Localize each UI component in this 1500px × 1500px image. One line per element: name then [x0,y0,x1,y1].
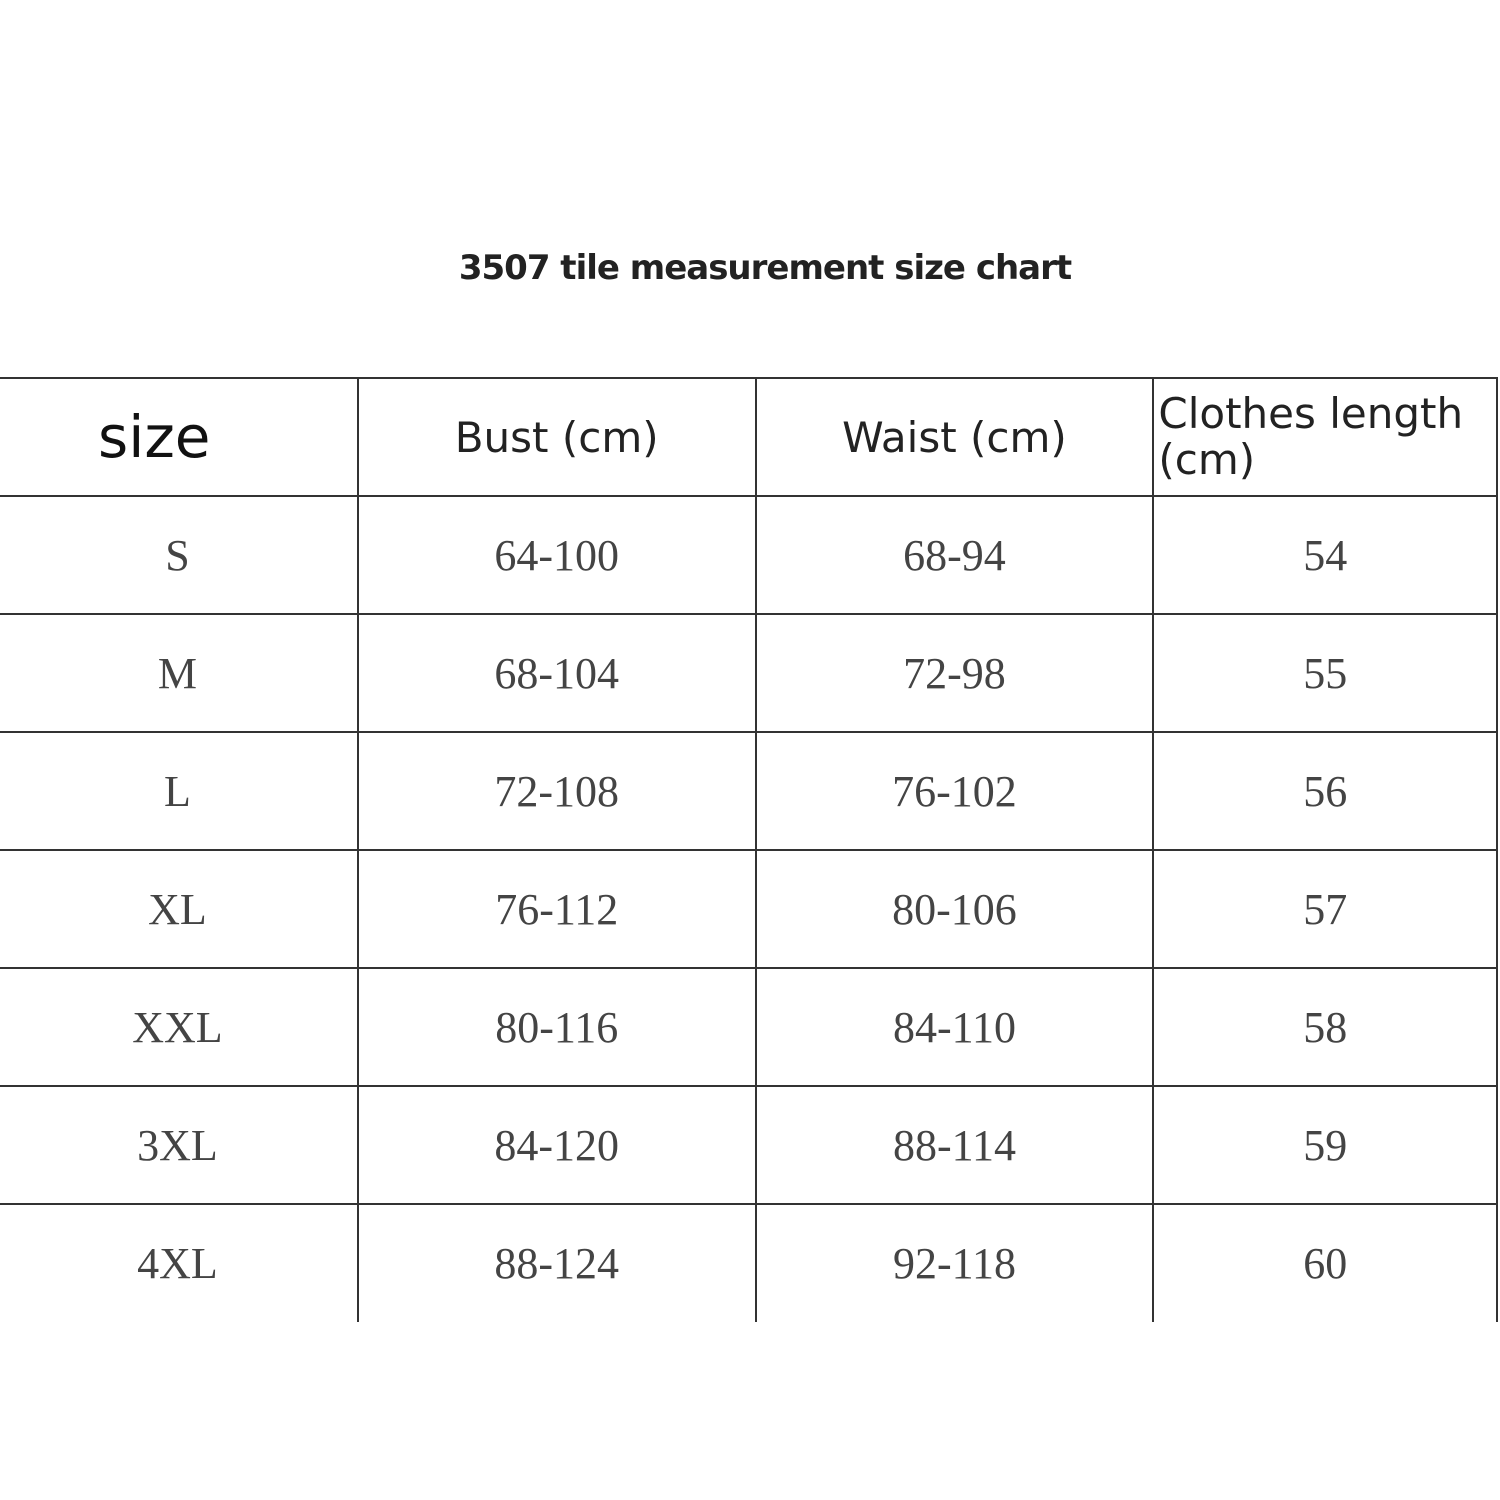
table-cell: M [0,613,359,733]
table-cell: 80-106 [754,849,1155,969]
table-cell: 4XL [0,1203,359,1322]
table-cell: 72-98 [754,613,1155,733]
table-cell: 56 [1152,731,1498,851]
table-cell: 84-120 [356,1085,757,1205]
header-cell: Bust (cm) [356,377,757,497]
table-cell: 68-94 [754,495,1155,615]
table-row: XXL 80-116 84-110 58 [0,967,1498,1087]
table-cell: 68-104 [356,613,757,733]
header-row: size Bust (cm) Waist (cm) Clothes length (c… [0,377,1498,497]
table-row: 3XL 84-120 88-114 59 [0,1085,1498,1205]
table-cell: 60 [1152,1203,1498,1322]
table-cell: 72-108 [356,731,757,851]
table-cell: XXL [0,967,359,1087]
table-cell: 76-102 [754,731,1155,851]
table-cell: 88-124 [356,1203,757,1322]
table-cell: 55 [1152,613,1498,733]
table-cell: 59 [1152,1085,1498,1205]
header-cell: size [0,377,359,497]
header-cell: Clothes length (cm) [1152,377,1498,497]
table-cell: 80-116 [356,967,757,1087]
title: 3507 tile measurement size chart [458,248,1072,288]
table-cell: L [0,731,359,851]
header-cell: Waist (cm) [754,377,1155,497]
table-cell: 64-100 [356,495,757,615]
table-cell: 57 [1152,849,1498,969]
table-row: M 68-104 72-98 55 [0,613,1498,733]
table-cell: 88-114 [754,1085,1155,1205]
table-cell: 84-110 [754,967,1155,1087]
table-body: S 64-100 68-94 54 M 68-104 72-98 55 L 72-108 76-10… [0,495,1498,1322]
size-table: size Bust (cm) Waist (cm) Clothes length (c… [0,377,1498,1322]
table-row: S 64-100 68-94 54 [0,495,1498,615]
table-row: XL 76-112 80-106 57 [0,849,1498,969]
table-cell: 92-118 [754,1203,1155,1322]
table-cell: 76-112 [356,849,757,969]
table-row: L 72-108 76-102 56 [0,731,1498,851]
table-cell: 54 [1152,495,1498,615]
table-cell: 3XL [0,1085,359,1205]
table-cell: XL [0,849,359,969]
table-cell: 58 [1152,967,1498,1087]
table-cell: S [0,495,359,615]
table-row: 4XL 88-124 92-118 60 [0,1203,1498,1322]
